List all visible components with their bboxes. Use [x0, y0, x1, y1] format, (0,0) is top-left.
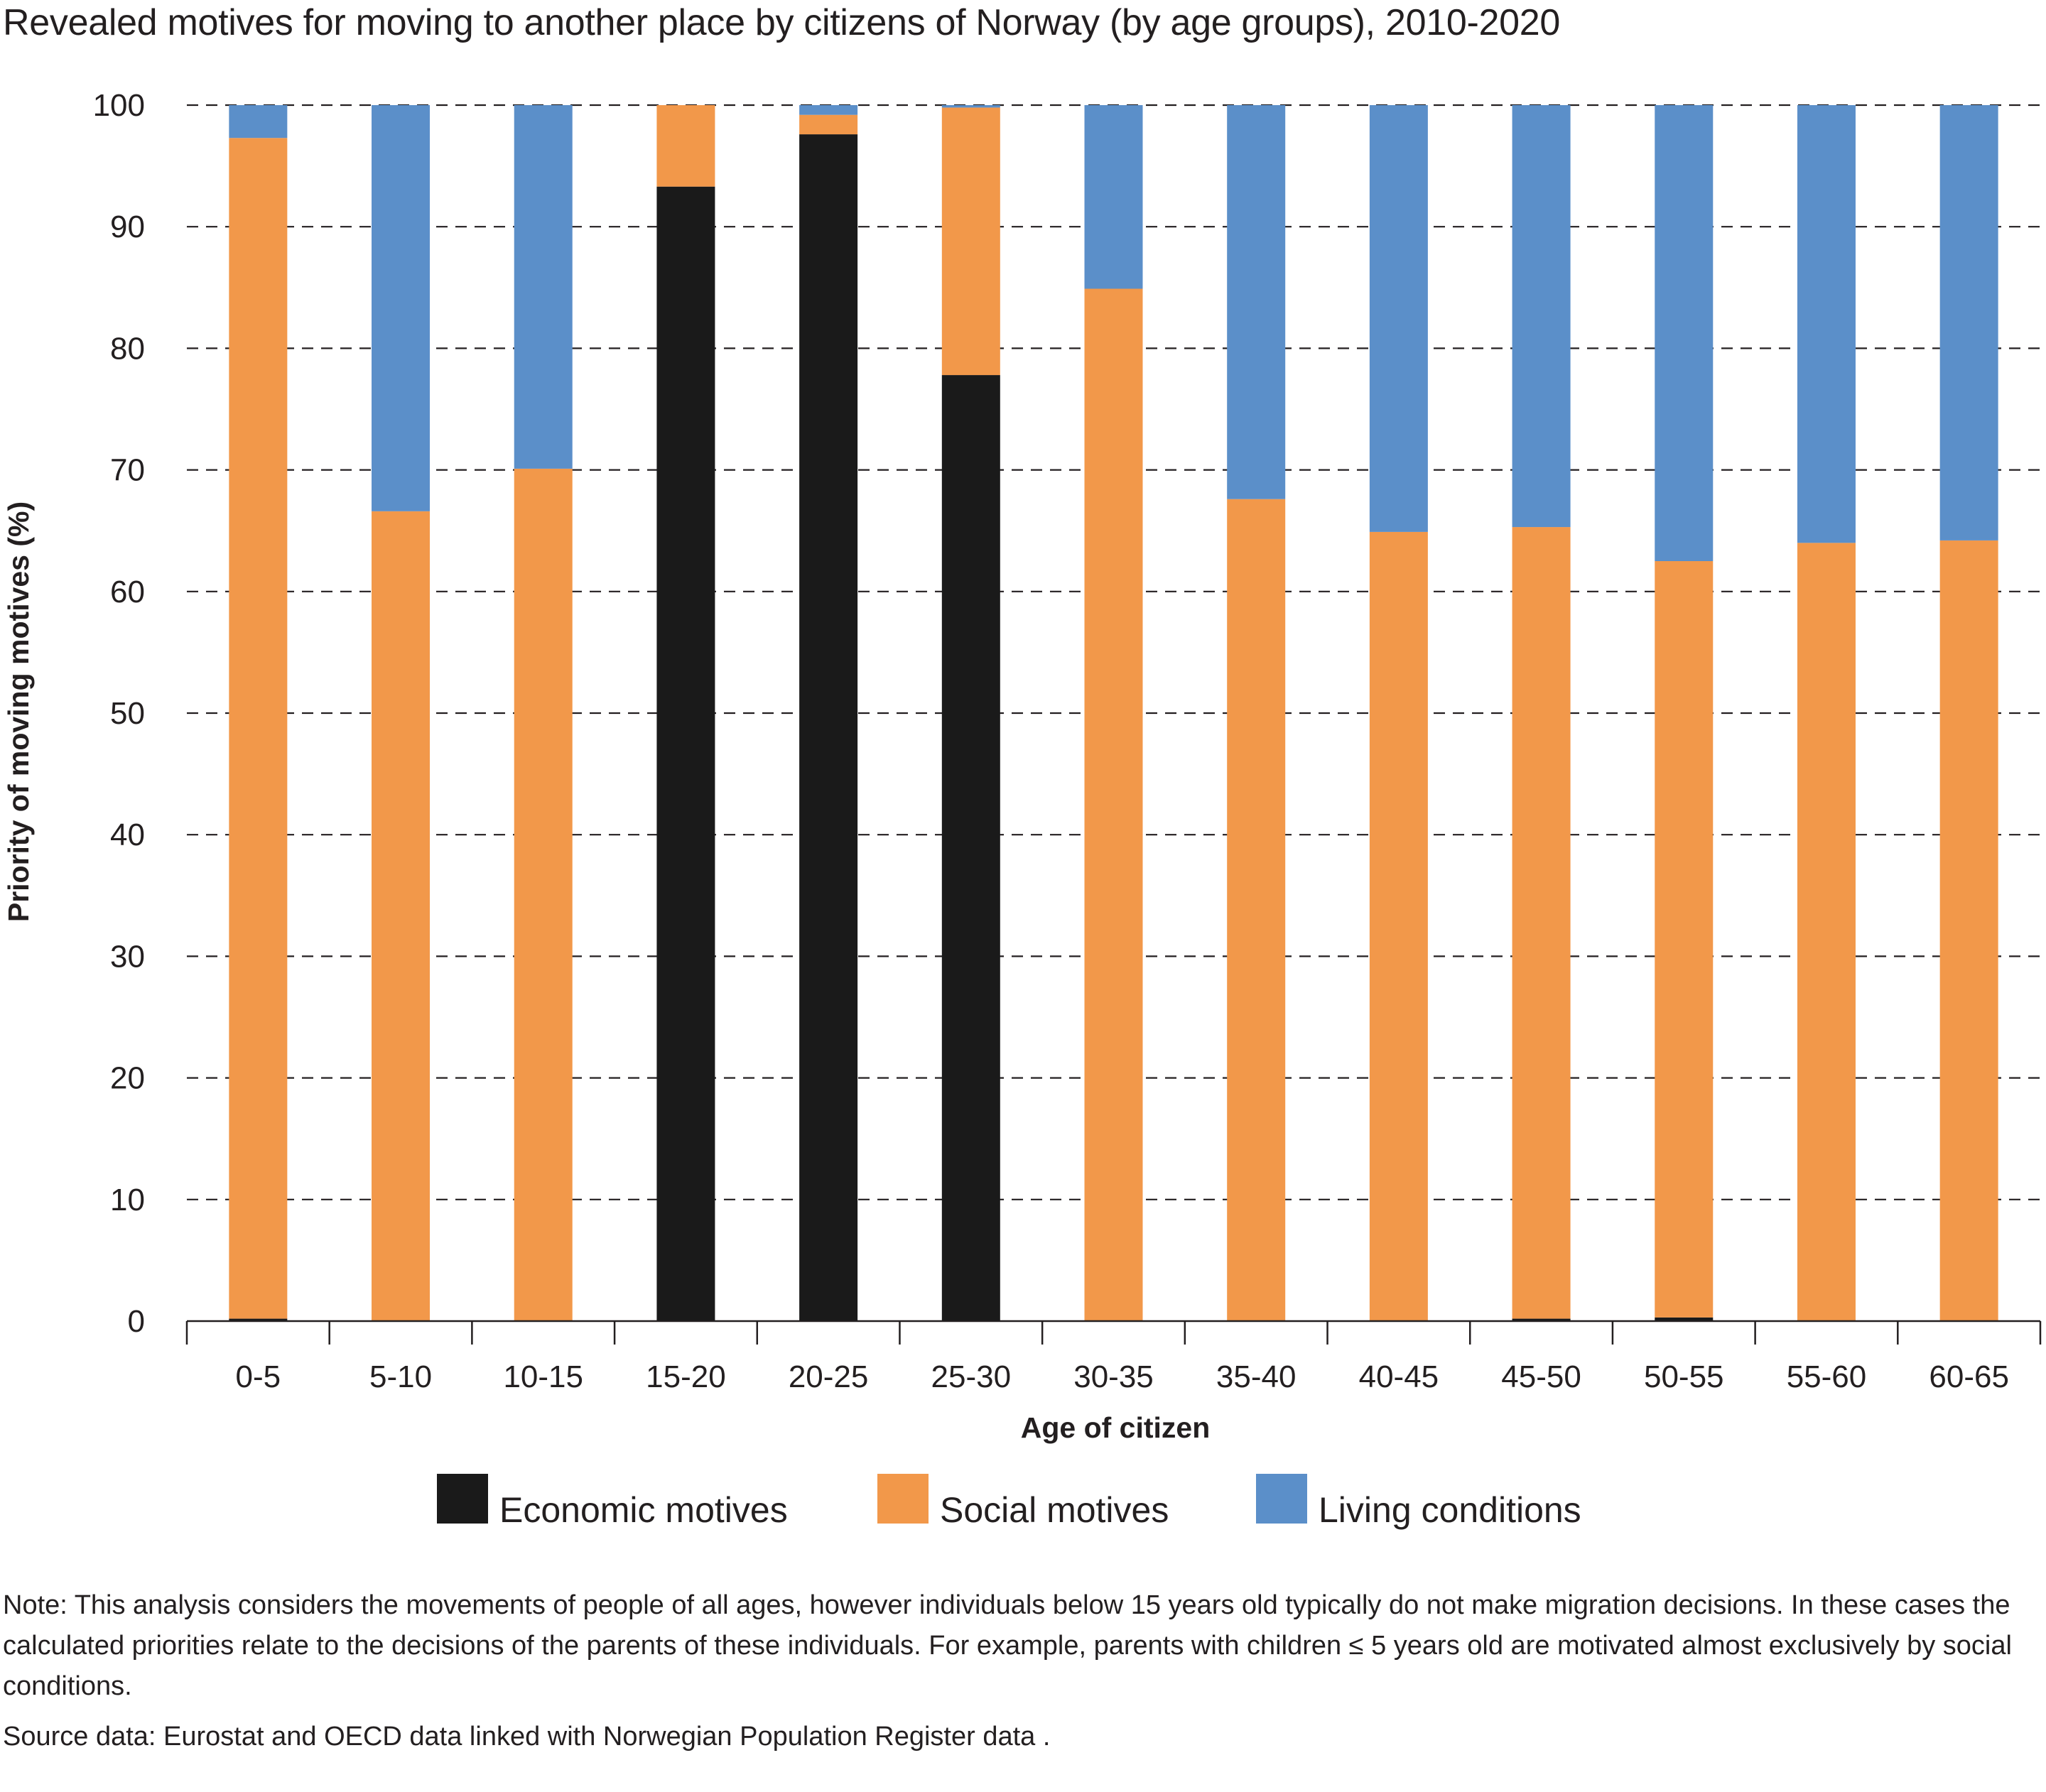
axes: 0 10 20 30 40 50 60 70 80 90 100 0-5 5-10 10-15 15-20 2… — [93, 88, 2042, 1394]
y-tick-label: 10 — [110, 1183, 145, 1217]
chart-title: Revealed motives for moving to another p… — [3, 2, 1560, 43]
y-tick-label: 30 — [110, 939, 145, 974]
bar-segment-25-30-living-conditions — [941, 105, 1000, 108]
bar-segment-25-30-economic-motives — [941, 375, 1000, 1322]
bar-segment-20-25-living-conditions — [799, 105, 858, 115]
x-tick-label: 30-35 — [1073, 1359, 1154, 1394]
x-tick-label: 40-45 — [1359, 1359, 1439, 1394]
legend-label-social-motives: Social motives — [940, 1490, 1169, 1530]
bar-segment-15-20-economic-motives — [656, 186, 715, 1322]
y-axis-title: Priority of moving motives (%) — [2, 501, 35, 922]
bar-segment-50-55-living-conditions — [1655, 105, 1714, 561]
bar-segment-60-65-living-conditions — [1939, 105, 1998, 541]
y-tick-label: 80 — [110, 331, 145, 366]
legend-swatch-living-conditions — [1256, 1474, 1307, 1524]
bar-segment-10-15-social-motives — [514, 468, 573, 1322]
x-tick-label: 50-55 — [1644, 1359, 1724, 1394]
bar-segment-45-50-social-motives — [1512, 527, 1571, 1319]
bar-segment-15-20-social-motives — [656, 105, 715, 187]
stacked-bar-chart: 0 10 20 30 40 50 60 70 80 90 100 0-5 5-10 10-15 15-20 2… — [2, 88, 2042, 1530]
legend-label-living-conditions: Living conditions — [1319, 1490, 1581, 1530]
y-tick-label: 70 — [110, 453, 145, 488]
note-block: Note: This analysis considers the moveme… — [3, 1585, 2043, 1757]
x-tick-label: 45-50 — [1501, 1359, 1581, 1394]
legend-swatch-economic-motives — [437, 1474, 488, 1524]
bar-segment-0-5-economic-motives — [229, 1318, 288, 1321]
bar-segment-55-60-social-motives — [1797, 543, 1856, 1321]
x-tick-label: 0-5 — [236, 1359, 281, 1394]
bar-segment-30-35-living-conditions — [1084, 105, 1143, 289]
bar-segment-40-45-living-conditions — [1369, 105, 1428, 532]
bar-segment-50-55-economic-motives — [1655, 1317, 1714, 1321]
y-tick-label: 0 — [128, 1304, 145, 1339]
x-tick-label: 15-20 — [646, 1359, 726, 1394]
bar-segment-60-65-social-motives — [1939, 540, 1998, 1321]
bar-segment-20-25-economic-motives — [799, 134, 858, 1321]
bar-segment-5-10-living-conditions — [372, 105, 431, 511]
y-tick-label: 40 — [110, 818, 145, 852]
bar-segment-35-40-living-conditions — [1227, 105, 1286, 499]
x-tick-label: 20-25 — [789, 1359, 869, 1394]
bar-segment-45-50-economic-motives — [1512, 1318, 1571, 1321]
legend: Economic motives Social motives Living con… — [437, 1474, 1581, 1530]
bar-segment-5-10-social-motives — [372, 511, 431, 1321]
x-tick-label: 25-30 — [931, 1359, 1012, 1394]
x-tick-label: 55-60 — [1787, 1359, 1867, 1394]
bar-segment-55-60-living-conditions — [1797, 105, 1856, 543]
legend-label-economic-motives: Economic motives — [499, 1490, 788, 1530]
y-tick-label: 20 — [110, 1061, 145, 1096]
legend-swatch-social-motives — [877, 1474, 929, 1524]
bar-segment-30-35-social-motives — [1084, 288, 1143, 1322]
x-tick-label: 60-65 — [1929, 1359, 2009, 1394]
bar-segment-25-30-social-motives — [941, 107, 1000, 376]
bar-segment-0-5-living-conditions — [229, 105, 288, 139]
x-tick-label: 10-15 — [503, 1359, 583, 1394]
bar-segment-45-50-living-conditions — [1512, 105, 1571, 528]
chart-note: Note: This analysis considers the moveme… — [3, 1590, 2012, 1701]
bar-segment-40-45-social-motives — [1369, 531, 1428, 1321]
x-tick-label: 5-10 — [369, 1359, 432, 1394]
y-tick-label: 50 — [110, 696, 145, 731]
bar-segment-10-15-living-conditions — [514, 105, 573, 469]
source-note: Source data: Eurostat and OECD data link… — [3, 1722, 1051, 1752]
y-tick-label: 60 — [110, 575, 145, 609]
bar-segment-50-55-social-motives — [1655, 561, 1714, 1318]
x-axis-title: Age of citizen — [1021, 1411, 1211, 1444]
bar-segment-35-40-social-motives — [1227, 499, 1286, 1321]
bars — [229, 105, 1998, 1322]
y-tick-label: 90 — [110, 210, 145, 244]
x-tick-label: 35-40 — [1216, 1359, 1297, 1394]
bar-segment-0-5-social-motives — [229, 138, 288, 1319]
bar-segment-20-25-social-motives — [799, 114, 858, 135]
y-tick-label: 100 — [93, 88, 145, 123]
